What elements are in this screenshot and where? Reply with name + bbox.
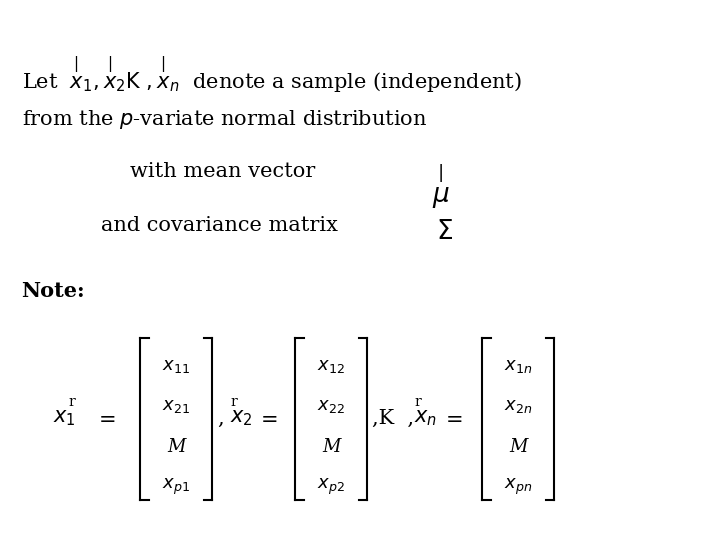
Text: $x_{22}$: $x_{22}$ xyxy=(318,397,345,415)
Text: $x_{2n}$: $x_{2n}$ xyxy=(504,397,533,415)
Text: $x_{p2}$: $x_{p2}$ xyxy=(318,477,345,497)
Text: $x_{pn}$: $x_{pn}$ xyxy=(504,477,533,497)
Text: $x_{p1}$: $x_{p1}$ xyxy=(163,477,190,497)
Text: with mean vector: with mean vector xyxy=(130,162,315,181)
Text: ,K  ,: ,K , xyxy=(372,409,414,428)
Text: $x_{1n}$: $x_{1n}$ xyxy=(504,357,533,375)
Text: $x_2$: $x_2$ xyxy=(230,409,253,428)
Text: r: r xyxy=(414,395,420,409)
Text: Let  $\overset{|}{x}_1, \overset{|}{x}_2\mathrm{K}\ ,\overset{|}{x}_n$  denote a: Let $\overset{|}{x}_1, \overset{|}{x}_2\… xyxy=(22,54,521,95)
Text: $x_{12}$: $x_{12}$ xyxy=(318,357,345,375)
Text: Note:: Note: xyxy=(22,281,85,301)
Text: $x_n$: $x_n$ xyxy=(414,409,437,428)
Text: M: M xyxy=(322,438,341,456)
Text: $x_{21}$: $x_{21}$ xyxy=(163,397,190,415)
Text: and covariance matrix: and covariance matrix xyxy=(101,216,338,235)
Text: M: M xyxy=(509,438,528,456)
Text: $x_{11}$: $x_{11}$ xyxy=(163,357,190,375)
Text: $x_1$: $x_1$ xyxy=(53,409,76,428)
Text: r: r xyxy=(230,395,237,409)
Text: $\overset{|}{\mu}$: $\overset{|}{\mu}$ xyxy=(432,162,450,211)
Text: $=$: $=$ xyxy=(256,409,277,428)
Text: ,: , xyxy=(217,409,224,428)
Text: $\Sigma$: $\Sigma$ xyxy=(436,219,453,244)
Text: r: r xyxy=(69,395,76,409)
Text: $=$: $=$ xyxy=(441,409,462,428)
Text: M: M xyxy=(167,438,186,456)
Text: from the $p$-variate normal distribution: from the $p$-variate normal distribution xyxy=(22,108,427,131)
Text: $=$: $=$ xyxy=(94,409,115,428)
